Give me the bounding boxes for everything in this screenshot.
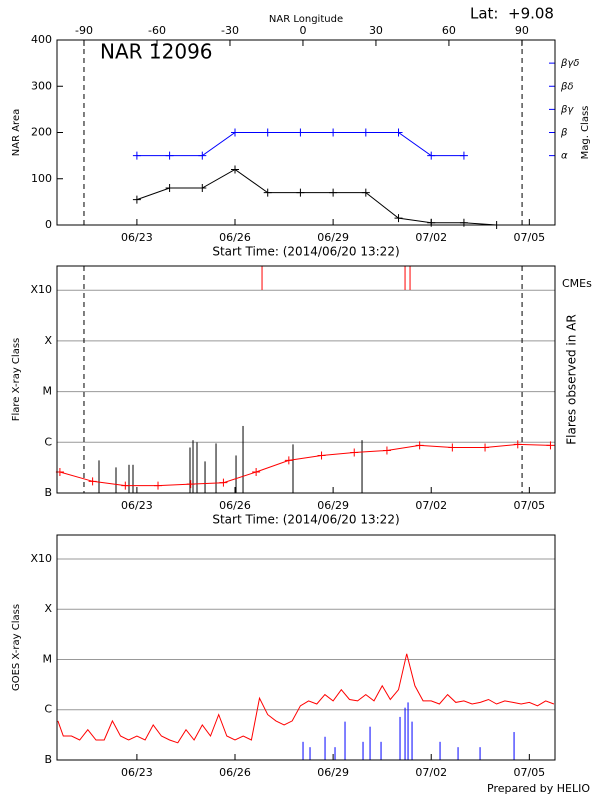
x2-axis-label: NAR Longitude xyxy=(269,14,343,25)
marker xyxy=(415,441,424,450)
marker xyxy=(296,188,305,197)
plot-frame xyxy=(56,534,556,761)
marker xyxy=(329,128,338,137)
marker xyxy=(252,467,261,476)
marker xyxy=(284,456,293,465)
y-tick-label: M xyxy=(43,385,53,398)
x-tick-label: 06/23 xyxy=(121,231,153,244)
marker xyxy=(231,165,240,174)
x-tick-label: 07/02 xyxy=(415,766,447,779)
panel-title: NAR 12096 xyxy=(100,40,213,64)
x-tick-label: 07/02 xyxy=(415,499,447,512)
marker xyxy=(317,451,326,460)
marker xyxy=(382,446,391,455)
marker xyxy=(121,481,130,490)
marker xyxy=(88,477,97,486)
marker xyxy=(132,151,141,160)
x-tick-label: 06/29 xyxy=(317,499,349,512)
y-tick-label: 200 xyxy=(31,126,52,139)
y2-tick-label: β xyxy=(560,128,568,139)
y-tick-label: 400 xyxy=(31,33,52,46)
marker xyxy=(448,443,457,452)
y-tick-label: C xyxy=(44,703,52,716)
y-tick-label: 0 xyxy=(45,218,52,231)
marker xyxy=(165,151,174,160)
plot-frame xyxy=(56,39,556,226)
marker xyxy=(427,151,436,160)
marker xyxy=(198,184,207,192)
plot-frame xyxy=(56,265,556,494)
y-tick-label: X xyxy=(44,334,52,347)
y-axis-label: GOES X-ray Class xyxy=(11,604,22,691)
y-axis-label: Flare X-ray Class xyxy=(11,338,22,422)
y-tick-label: C xyxy=(44,435,52,448)
marker xyxy=(394,214,403,223)
y-tick-label: M xyxy=(43,652,53,665)
marker xyxy=(296,128,305,137)
marker xyxy=(186,480,195,489)
x-tick-label: 06/23 xyxy=(121,499,153,512)
y2-axis-label: Mag. Class xyxy=(580,106,591,160)
marker xyxy=(513,440,522,449)
marker xyxy=(231,128,240,137)
x2-tick-label: 90 xyxy=(515,24,529,37)
y2-tick-label: βγδ xyxy=(560,58,579,69)
marker xyxy=(361,188,370,197)
marker xyxy=(154,481,163,490)
footer: Prepared by HELIO xyxy=(487,782,590,795)
series-line xyxy=(59,443,551,487)
marker xyxy=(329,188,338,197)
x-tick-label: 06/23 xyxy=(121,766,153,779)
marker xyxy=(219,478,228,487)
x2-tick-label: 0 xyxy=(299,24,306,37)
x-tick-label: 07/05 xyxy=(513,766,545,779)
y-tick-label: 300 xyxy=(31,79,52,92)
marker xyxy=(350,448,359,457)
x2-tick-label: -30 xyxy=(221,24,239,37)
marker xyxy=(546,441,555,450)
marker xyxy=(165,184,174,192)
y-tick-label: X10 xyxy=(30,283,52,296)
series-line xyxy=(57,653,555,744)
cme-label: CMEs xyxy=(562,277,592,290)
x-tick-label: 06/29 xyxy=(317,766,349,779)
x-axis-label: Start Time: (2014/06/20 13:22) xyxy=(212,245,399,259)
y-axis-label: NAR Area xyxy=(11,109,22,156)
x-tick-label: 06/26 xyxy=(219,766,251,779)
y-tick-label: B xyxy=(44,753,52,766)
y-tick-label: X10 xyxy=(30,552,52,565)
lat-value: +9.08 xyxy=(508,5,554,23)
marker xyxy=(361,128,370,137)
y-tick-label: B xyxy=(44,486,52,499)
x-tick-label: 07/05 xyxy=(513,231,545,244)
marker xyxy=(198,151,207,160)
y-tick-label: 100 xyxy=(31,172,52,185)
y2-tick-label: βδ xyxy=(560,81,574,92)
x-tick-label: 07/05 xyxy=(513,499,545,512)
x-tick-label: 06/26 xyxy=(219,499,251,512)
x2-tick-label: -90 xyxy=(75,24,93,37)
y2-tick-label: βγ xyxy=(560,104,574,115)
marker xyxy=(263,128,272,137)
y2-tick-label: α xyxy=(561,151,568,162)
marker xyxy=(459,151,468,160)
marker xyxy=(481,443,490,452)
y-tick-label: X xyxy=(44,602,52,615)
x-tick-label: 06/29 xyxy=(317,231,349,244)
x2-tick-label: 30 xyxy=(369,24,383,37)
marker xyxy=(263,188,272,197)
marker xyxy=(132,195,141,204)
y2-axis-label: Flares observed in AR xyxy=(565,314,579,444)
x-tick-label: 07/02 xyxy=(415,231,447,244)
x-tick-label: 06/26 xyxy=(219,231,251,244)
marker xyxy=(394,128,403,137)
x-axis-label: Start Time: (2014/06/20 13:22) xyxy=(212,513,399,527)
lat-label: Lat: xyxy=(470,5,498,23)
x2-tick-label: 60 xyxy=(442,24,456,37)
x2-tick-label: -60 xyxy=(148,24,166,37)
series-line xyxy=(136,168,497,226)
